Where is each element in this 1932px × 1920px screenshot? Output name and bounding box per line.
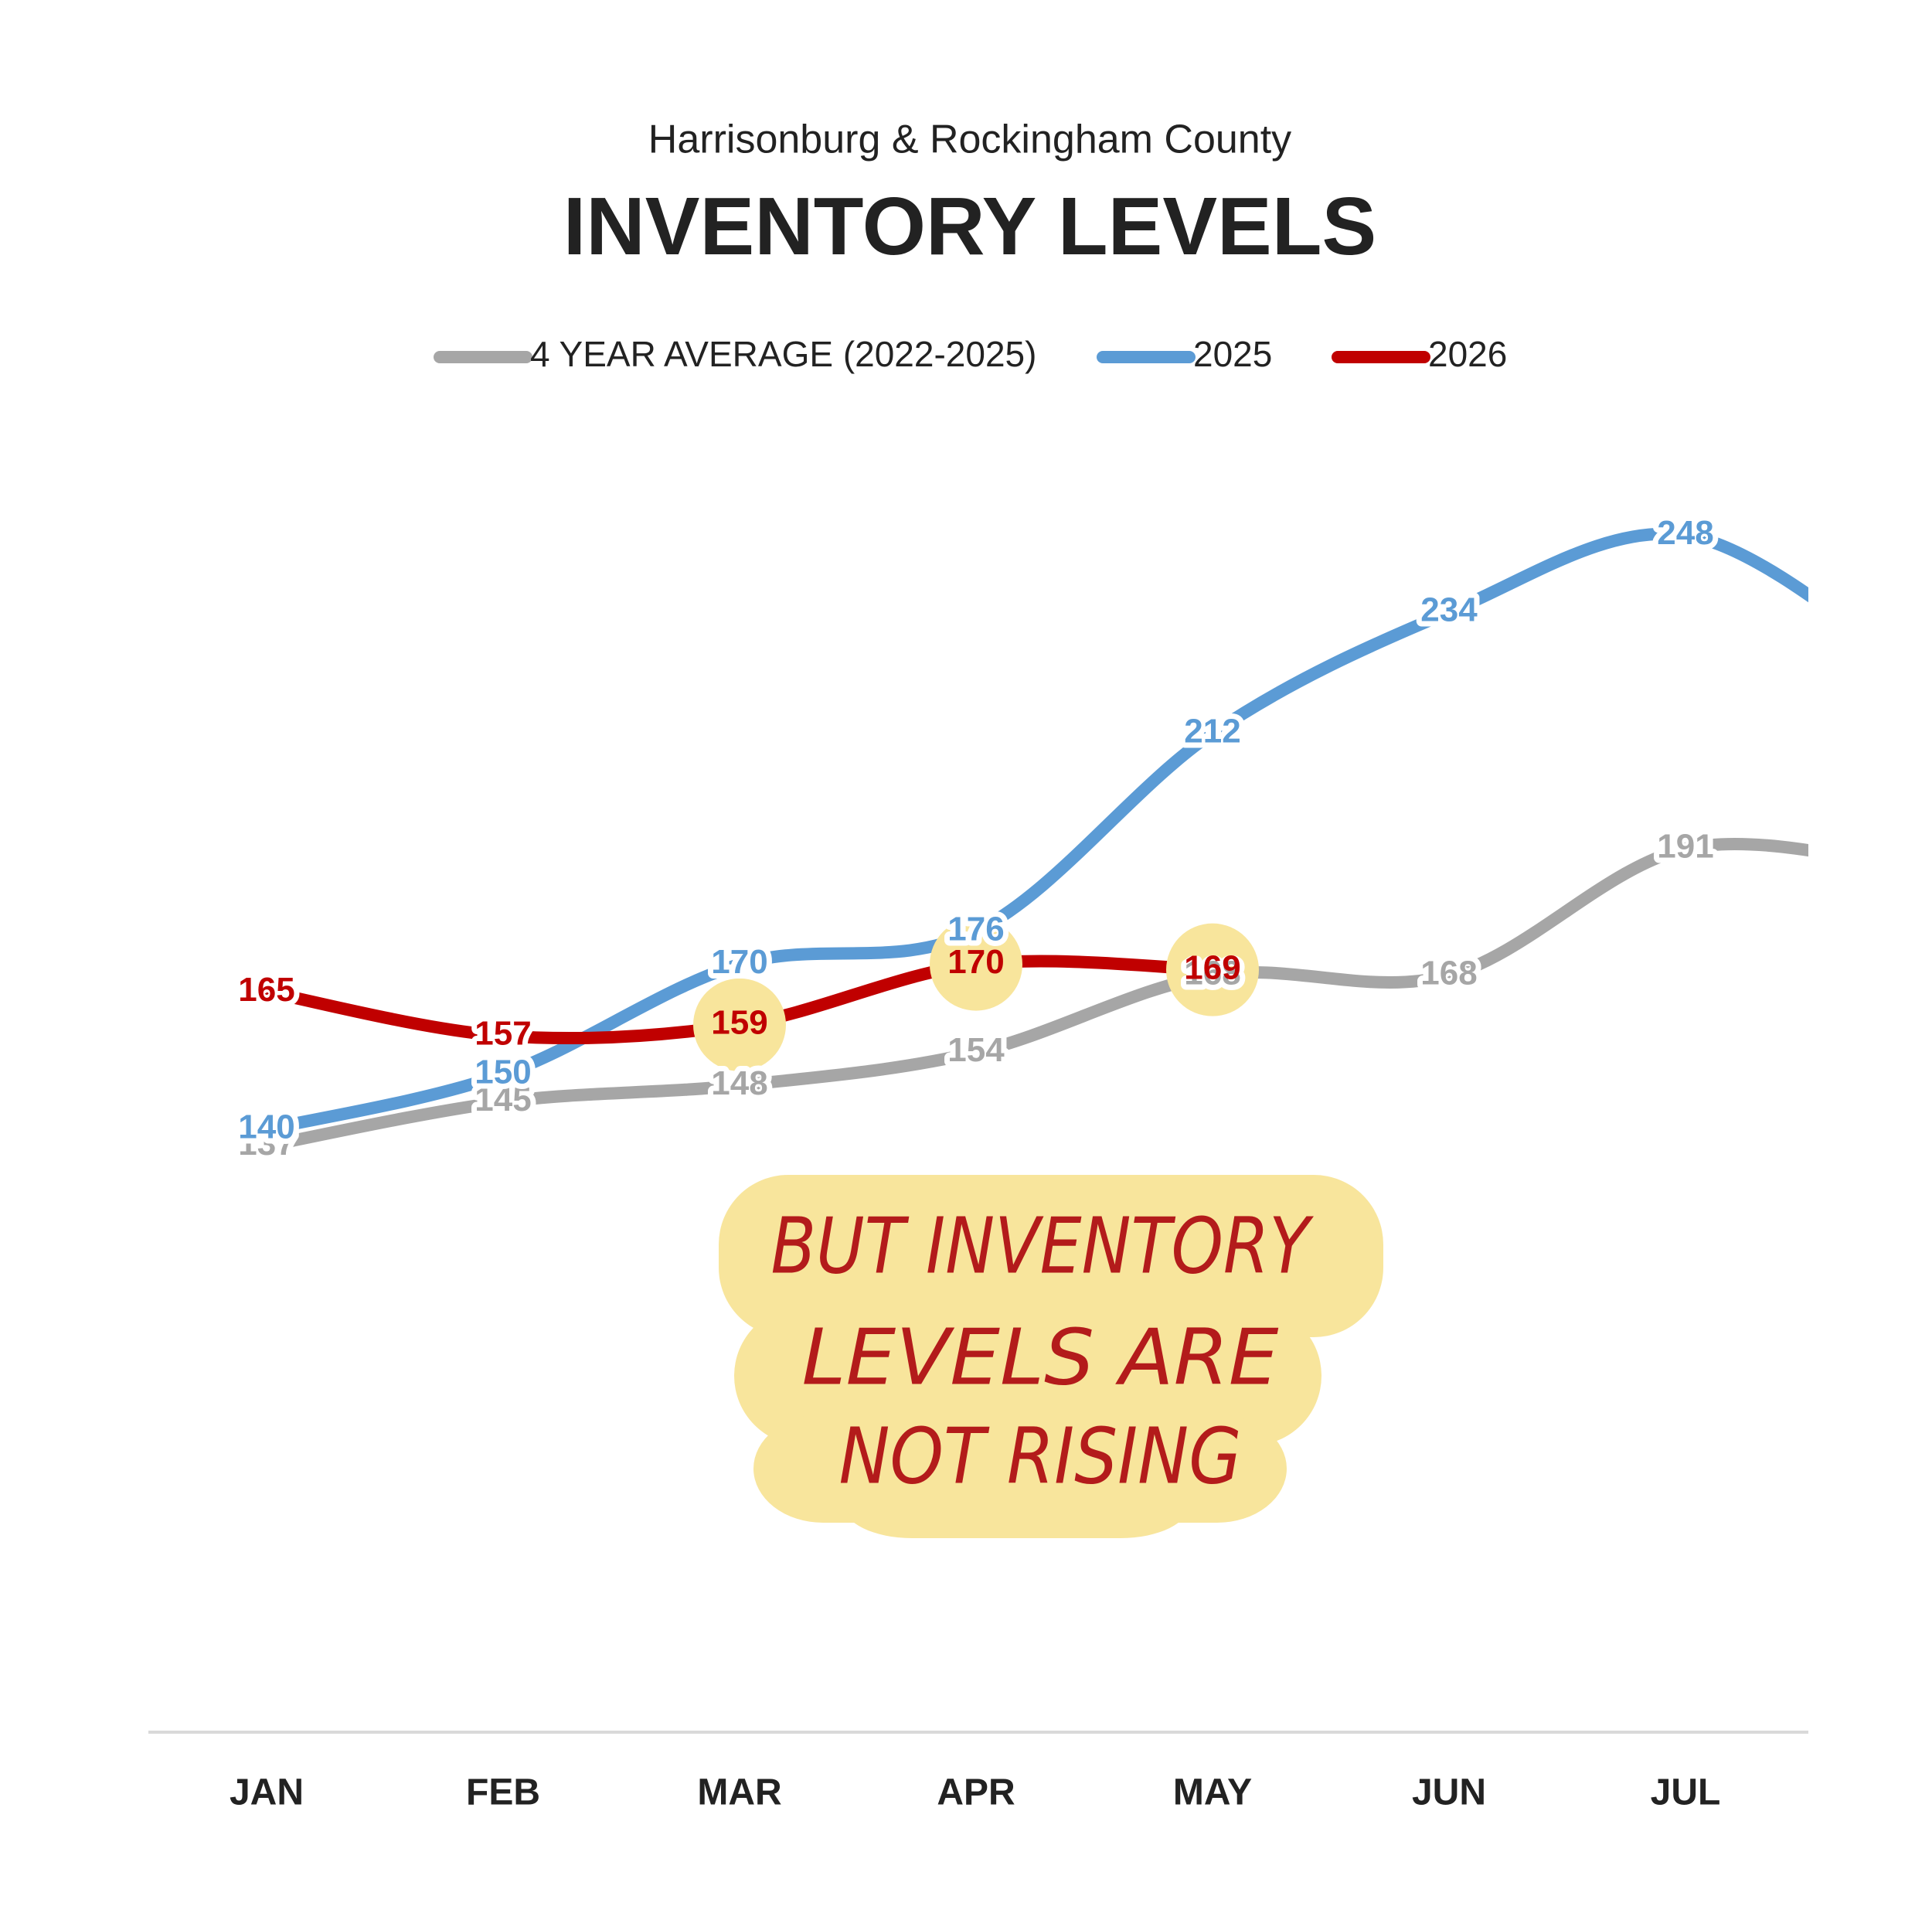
chart-title: INVENTORY LEVELS <box>563 181 1376 272</box>
annotation-blob <box>912 1183 1376 1322</box>
annotation-blob <box>842 1469 1190 1538</box>
legend-label: 2026 <box>1428 334 1507 374</box>
x-tick-label: MAR <box>697 1772 781 1813</box>
data-label: 169 <box>1184 948 1240 986</box>
series-line <box>260 838 1808 1152</box>
x-tick-label: FEB <box>466 1772 540 1813</box>
data-label: 154 <box>947 1031 1005 1069</box>
annotation-text: LEVELS ARE <box>802 1312 1279 1402</box>
data-label: 191 <box>1657 828 1713 866</box>
data-label: 170 <box>711 943 767 981</box>
data-label: 170 <box>947 943 1004 981</box>
data-label: 168 <box>1420 954 1477 992</box>
annotation-text: NOT RISING <box>839 1411 1242 1501</box>
data-label: 150 <box>474 1054 531 1091</box>
data-label: 248 <box>1657 514 1713 552</box>
data-label: 165 <box>238 971 294 1009</box>
annotation-background <box>719 1175 1383 1538</box>
data-label: 148 <box>711 1064 767 1102</box>
highlight-circle <box>930 917 1022 1011</box>
data-label: 176 <box>947 910 1004 948</box>
x-tick-label: APR <box>937 1772 1015 1813</box>
data-label: 159 <box>711 1003 767 1041</box>
series-line <box>260 527 1808 1136</box>
highlight-circle <box>1166 923 1259 1016</box>
x-tick-label: JAN <box>230 1772 304 1813</box>
highlight-circle <box>693 978 786 1071</box>
data-label: 157 <box>474 1015 531 1053</box>
x-tick-label: JUN <box>1412 1772 1486 1813</box>
data-label: 168 <box>1184 954 1240 992</box>
legend-label: 2025 <box>1193 334 1272 374</box>
chart-subtitle: Harrisonburg & Rockingham County <box>648 117 1291 162</box>
data-label: 140 <box>238 1108 294 1146</box>
data-label: 145 <box>474 1081 531 1118</box>
x-tick-label: JUL <box>1651 1772 1721 1813</box>
annotation-blob <box>734 1306 1321 1445</box>
x-tick-label: MAY <box>1173 1772 1252 1813</box>
annotation-text: BUT INVENTORY <box>771 1200 1315 1291</box>
data-label: 234 <box>1420 591 1478 629</box>
data-label: 212 <box>1184 712 1240 750</box>
data-label: 137 <box>238 1125 294 1163</box>
legend-label: 4 YEAR AVERAGE (2022-2025) <box>530 334 1036 374</box>
